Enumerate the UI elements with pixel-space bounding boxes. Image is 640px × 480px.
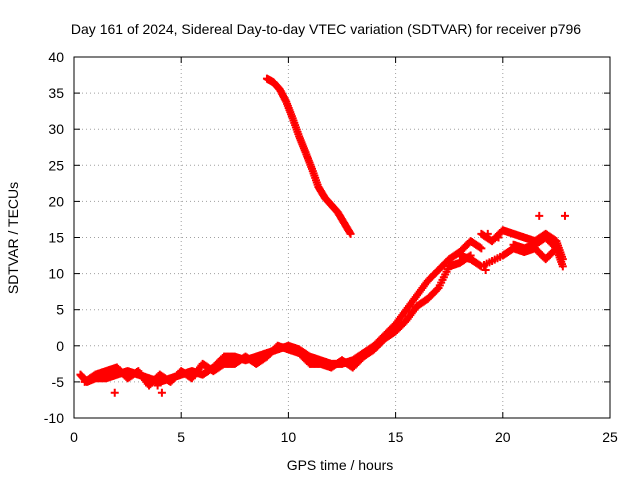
y-axis-label: SDTVAR / TECUs [5, 182, 21, 294]
data-point [433, 285, 442, 294]
y-axis-ticks: -10 -5 0 5 10 15 20 25 30 35 40 [44, 49, 610, 426]
outlier-point [483, 229, 492, 238]
outlier-point [560, 211, 569, 220]
y-tick-label: 10 [48, 266, 64, 282]
data-point [552, 244, 561, 253]
x-tick-label: 10 [281, 429, 297, 445]
outlier-point [153, 381, 162, 390]
y-tick-label: 25 [48, 157, 64, 173]
x-tick-label: 20 [495, 429, 511, 445]
x-tick-label: 15 [388, 429, 404, 445]
y-tick-label: -10 [44, 410, 64, 426]
y-tick-label: 5 [56, 302, 64, 318]
chart-title: Day 161 of 2024, Sidereal Day-to-day VTE… [71, 21, 581, 37]
y-tick-label: 40 [48, 49, 64, 65]
data-point [558, 262, 567, 271]
x-tick-label: 25 [602, 429, 618, 445]
outlier-point [535, 211, 544, 220]
outlier-point [494, 233, 503, 242]
y-tick-label: 35 [48, 85, 64, 101]
y-tick-label: 0 [56, 338, 64, 354]
y-tick-label: -5 [52, 374, 65, 390]
data-point [551, 242, 560, 251]
x-axis-label: GPS time / hours [287, 457, 394, 473]
data-point [346, 229, 355, 238]
x-tick-label: 5 [177, 429, 185, 445]
data-points [76, 74, 569, 397]
data-point [477, 244, 486, 253]
grid [74, 57, 610, 418]
y-tick-label: 30 [48, 121, 64, 137]
y-tick-label: 20 [48, 193, 64, 209]
outlier-point [110, 388, 119, 397]
x-tick-label: 0 [70, 429, 78, 445]
outlier-point [157, 388, 166, 397]
y-tick-label: 15 [48, 230, 64, 246]
outlier-point [481, 265, 490, 274]
x-axis-ticks: 0 5 10 15 20 25 [70, 57, 618, 445]
